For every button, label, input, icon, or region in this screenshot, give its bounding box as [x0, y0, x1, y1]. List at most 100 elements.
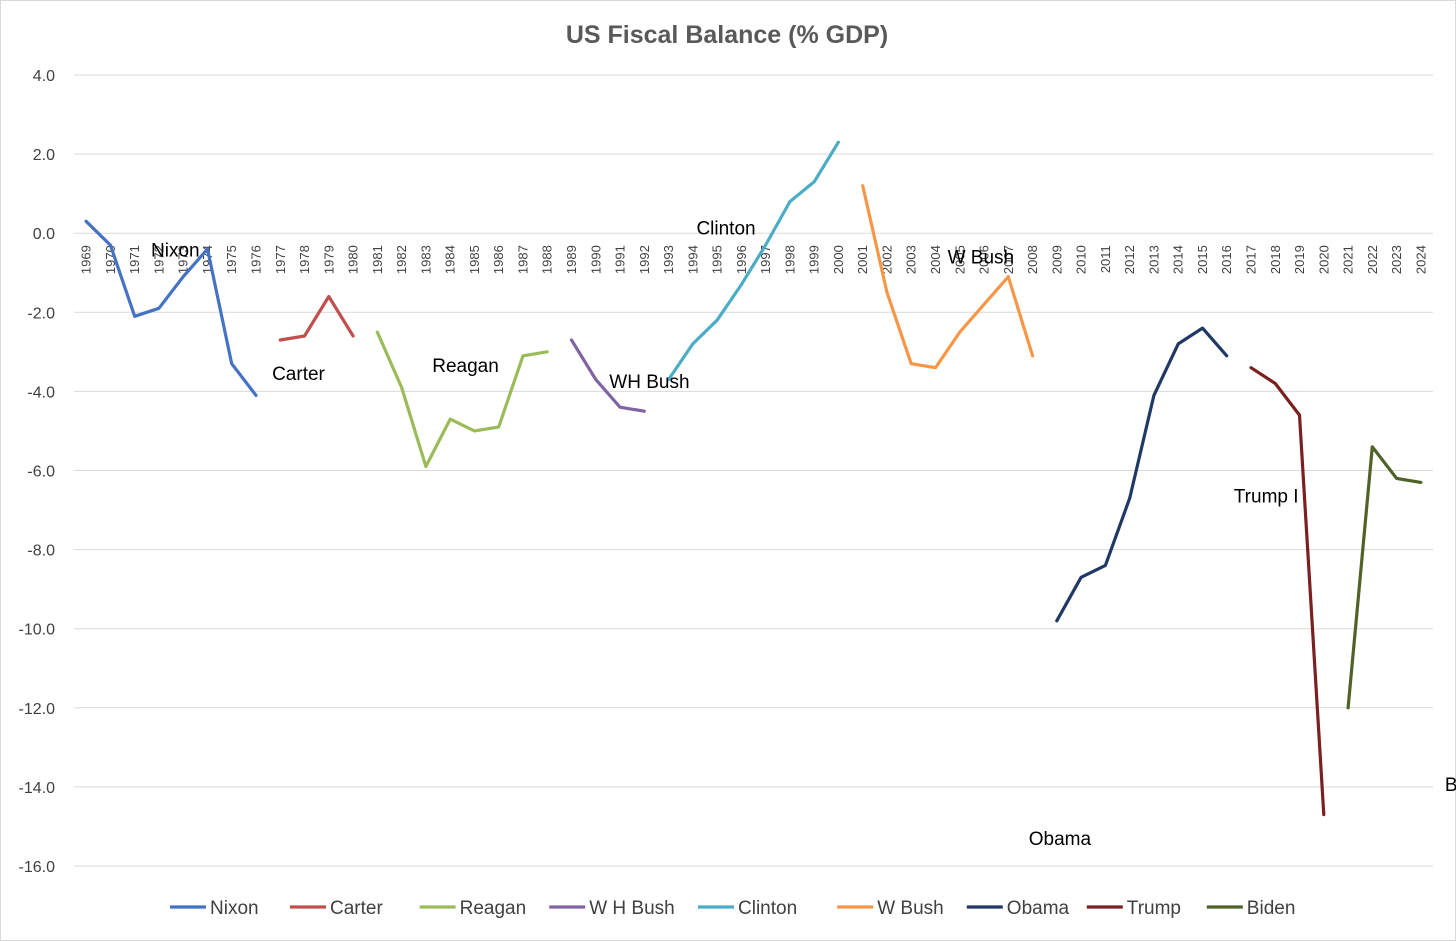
annotation-label: Obama [1029, 829, 1092, 850]
x-tick-label: 2016 [1219, 245, 1234, 274]
series-lines [84, 140, 1423, 817]
y-tick-label: -8.0 [27, 543, 55, 560]
y-tick-label: -10.0 [19, 622, 56, 639]
annotation-label: Clinton [696, 219, 755, 240]
x-tick-label: 1980 [346, 245, 361, 274]
x-tick-label: 1995 [710, 245, 725, 274]
x-tick-label: 2022 [1365, 245, 1380, 274]
annotation-label: Biden [1445, 775, 1456, 796]
x-tick-label: 1994 [685, 245, 700, 274]
x-tick-label: 2008 [1025, 245, 1040, 274]
x-tick-label: 1985 [467, 245, 482, 274]
annotation-label: Carter [272, 364, 325, 385]
x-tick-label: 1971 [127, 245, 142, 274]
annotation-label: Nixon [151, 240, 200, 261]
y-tick-label: -14.0 [19, 780, 56, 797]
x-tick-label: 1986 [491, 245, 506, 274]
series-line-w-h-bush [569, 338, 646, 413]
x-tick-label: 1981 [370, 245, 385, 274]
annotation-label: WH Bush [609, 372, 689, 393]
x-tick-label: 2021 [1341, 245, 1356, 274]
x-tick-label: 1989 [564, 245, 579, 274]
x-tick-label: 1978 [297, 245, 312, 274]
y-tick-label: -12.0 [19, 701, 56, 718]
x-tick-label: 1983 [418, 245, 433, 274]
x-tick-label: 1996 [734, 245, 749, 274]
x-tick-label: 1969 [79, 245, 94, 274]
legend-label: Reagan [460, 898, 527, 919]
x-tick-label: 2009 [1049, 245, 1064, 274]
x-tick-label: 1988 [540, 245, 555, 274]
x-axis-ticks: 1969 1970 1971 1972 1973 1974 1975 1976 1977 1978… [79, 245, 1429, 274]
legend-label: Trump [1127, 898, 1181, 919]
x-tick-label: 2024 [1413, 245, 1428, 274]
x-tick-label: 2017 [1243, 245, 1258, 274]
gridlines [74, 74, 1433, 867]
y-tick-label: 2.0 [33, 147, 55, 164]
x-tick-label: 1990 [588, 245, 603, 274]
x-tick-label: 2010 [1074, 245, 1089, 274]
y-tick-label: -4.0 [27, 384, 55, 401]
annotations: Nixon Carter Reagan WH Bush Clinton W Bush Oba… [151, 219, 1456, 850]
x-tick-label: 1976 [249, 245, 264, 274]
legend-label: Obama [1007, 898, 1070, 919]
x-tick-label: 2003 [904, 245, 919, 274]
legend-label: Carter [330, 898, 383, 919]
annotation-label: W Bush [948, 248, 1015, 269]
x-tick-label: 2013 [1146, 245, 1161, 274]
x-tick-label: 1991 [613, 245, 628, 274]
legend-label: W H Bush [589, 898, 675, 919]
x-tick-label: 2004 [928, 245, 943, 274]
x-tick-label: 1982 [394, 245, 409, 274]
y-tick-label: 4.0 [33, 68, 55, 85]
x-tick-label: 2001 [855, 245, 870, 274]
legend: Nixon Carter Reagan W H Bush Clinton W Bush Ob… [170, 898, 1295, 919]
x-tick-label: 2012 [1122, 245, 1137, 274]
x-tick-label: 2006 [977, 245, 992, 274]
legend-label: Nixon [210, 898, 259, 919]
x-tick-label: 2007 [1001, 245, 1016, 274]
x-tick-label: 2014 [1171, 245, 1186, 274]
x-tick-label: 2002 [879, 245, 894, 274]
series-line-biden [1346, 445, 1423, 710]
annotation-label: Reagan [432, 356, 499, 377]
legend-label: Biden [1247, 898, 1296, 919]
x-tick-label: 1999 [807, 245, 822, 274]
legend-label: Clinton [738, 898, 797, 919]
x-tick-label: 1984 [443, 245, 458, 274]
x-tick-label: 1993 [661, 245, 676, 274]
x-tick-label: 1997 [758, 245, 773, 274]
x-tick-label: 2019 [1292, 245, 1307, 274]
series-line-carter [278, 294, 355, 342]
series-line-nixon [84, 219, 258, 397]
x-tick-label: 1977 [273, 245, 288, 274]
y-tick-label: -2.0 [27, 305, 55, 322]
x-tick-label: 1975 [224, 245, 239, 274]
series-line-reagan [375, 330, 549, 469]
x-tick-label: 2005 [952, 245, 967, 274]
y-tick-label: 0.0 [33, 226, 55, 243]
x-tick-label: 1987 [515, 245, 530, 274]
x-tick-label: 2011 [1098, 245, 1113, 273]
x-tick-label: 2015 [1195, 245, 1210, 274]
x-tick-label: 1979 [321, 245, 336, 274]
x-tick-label: 2023 [1389, 245, 1404, 274]
chart-title: US Fiscal Balance (% GDP) [566, 21, 888, 49]
x-tick-label: 1973 [176, 245, 191, 274]
series-line-clinton [666, 140, 841, 382]
x-tick-label: 2000 [831, 245, 846, 274]
series-line-obama [1055, 326, 1229, 623]
series-line-trump [1249, 366, 1326, 817]
x-tick-label: 2018 [1268, 245, 1283, 274]
x-tick-label: 1992 [637, 245, 652, 274]
x-tick-label: 1998 [782, 245, 797, 274]
series-line-w-bush [861, 184, 1035, 370]
y-tick-label: -16.0 [19, 859, 56, 876]
y-axis-ticks: 4.0 2.0 0.0 -2.0 -4.0 -6.0 -8.0 -10.0 -12.0 -14.0… [19, 68, 56, 876]
annotation-label: Trump I [1234, 487, 1299, 508]
x-tick-label: 2020 [1316, 245, 1331, 274]
y-tick-label: -6.0 [27, 464, 55, 481]
legend-label: W Bush [877, 898, 944, 919]
x-tick-label: 1972 [151, 245, 166, 274]
